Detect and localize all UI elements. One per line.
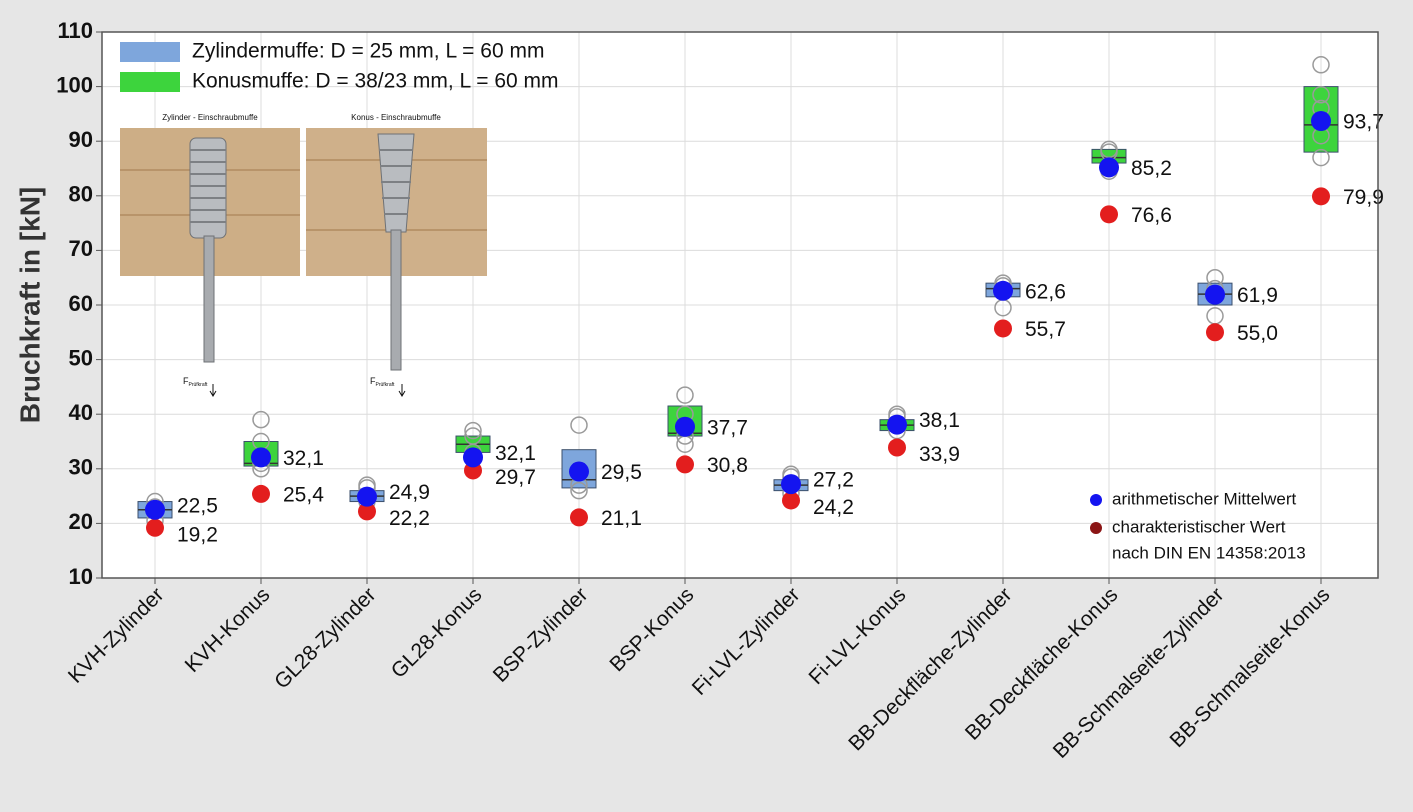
mean-label: 32,1 xyxy=(495,442,536,465)
characteristic-point xyxy=(888,439,906,457)
characteristic-label: 22,2 xyxy=(389,507,430,530)
mean-point xyxy=(1205,285,1225,305)
characteristic-point xyxy=(570,508,588,526)
y-tick-label: 20 xyxy=(69,509,93,534)
x-tick-label: BSP-Konus xyxy=(605,583,698,676)
y-tick-label: 70 xyxy=(69,236,93,261)
legend-label: nach DIN EN 14358:2013 xyxy=(1112,543,1306,562)
legend-label: Konusmuffe: D = 38/23 mm, L = 60 mm xyxy=(192,70,559,93)
y-tick-label: 90 xyxy=(69,127,93,152)
mean-label: 32,1 xyxy=(283,447,324,470)
mean-label: 22,5 xyxy=(177,494,218,517)
mean-point xyxy=(781,474,801,494)
mean-point xyxy=(675,417,695,437)
y-tick-label: 50 xyxy=(69,345,93,370)
y-tick-label: 60 xyxy=(69,291,93,316)
y-tick-label: 100 xyxy=(56,72,93,97)
legend-marker xyxy=(1090,522,1102,534)
mean-label: 62,6 xyxy=(1025,280,1066,303)
characteristic-point xyxy=(252,485,270,503)
y-tick-label: 40 xyxy=(69,400,93,425)
characteristic-point xyxy=(994,319,1012,337)
characteristic-point xyxy=(782,491,800,509)
mean-point xyxy=(251,447,271,467)
characteristic-point xyxy=(146,519,164,537)
characteristic-label: 19,2 xyxy=(177,523,218,546)
y-tick-label: 10 xyxy=(69,564,93,589)
mean-point xyxy=(463,447,483,467)
legend-marker xyxy=(1090,494,1102,506)
characteristic-label: 33,9 xyxy=(919,443,960,466)
characteristic-point xyxy=(1206,323,1224,341)
x-tick-label: BB-Schmalseite-Zylinder xyxy=(1049,583,1229,763)
mean-point xyxy=(145,500,165,520)
characteristic-label: 55,0 xyxy=(1237,322,1278,345)
rod xyxy=(204,236,214,362)
legend-label: arithmetischer Mittelwert xyxy=(1112,489,1296,508)
legend-label: Zylindermuffe: D = 25 mm, L = 60 mm xyxy=(192,40,544,63)
mean-point xyxy=(1099,157,1119,177)
characteristic-point xyxy=(1100,205,1118,223)
characteristic-label: 21,1 xyxy=(601,507,642,530)
y-tick-label: 80 xyxy=(69,182,93,207)
characteristic-point xyxy=(676,455,694,473)
characteristic-label: 76,6 xyxy=(1131,204,1172,227)
y-tick-label: 110 xyxy=(58,18,94,43)
mean-point xyxy=(1311,111,1331,131)
legend-label: charakteristischer Wert xyxy=(1112,517,1286,536)
inset-caption: Zylinder - Einschraubmuffe xyxy=(162,113,258,122)
mean-point xyxy=(357,487,377,507)
x-tick-label: BSP-Zylinder xyxy=(489,583,593,687)
y-tick-label: 30 xyxy=(69,455,93,480)
x-tick-label: GL28-Konus xyxy=(387,583,487,683)
characteristic-point xyxy=(1312,187,1330,205)
characteristic-label: 24,2 xyxy=(813,496,854,519)
characteristic-label: 25,4 xyxy=(283,483,324,506)
legend-swatch xyxy=(120,42,180,62)
x-tick-label: Fi-LVL-Konus xyxy=(805,583,911,689)
force-subscript: Prüfkraft xyxy=(189,382,209,388)
characteristic-label: 30,8 xyxy=(707,454,748,477)
legend-swatch xyxy=(120,72,180,92)
mean-label: 29,5 xyxy=(601,461,642,484)
x-tick-label: KVH-Konus xyxy=(181,583,275,677)
mean-point xyxy=(569,462,589,482)
mean-point xyxy=(993,281,1013,301)
characteristic-label: 29,7 xyxy=(495,466,536,489)
mean-label: 27,2 xyxy=(813,469,854,492)
force-subscript: Prüfkraft xyxy=(376,382,396,388)
chart: Bruchkraft in [kN] 10 20 30 40 50 60 70 80 90 100… xyxy=(0,0,1413,812)
mean-label: 37,7 xyxy=(707,416,748,439)
x-tick-label: KVH-Zylinder xyxy=(64,583,169,688)
mean-label: 61,9 xyxy=(1237,284,1278,307)
x-tick-label: GL28-Zylinder xyxy=(270,583,380,693)
characteristic-label: 55,7 xyxy=(1025,318,1066,341)
mean-point xyxy=(887,415,907,435)
mean-label: 38,1 xyxy=(919,409,960,432)
y-axis-label: Bruchkraft in [kN] xyxy=(14,187,45,423)
rod xyxy=(391,230,401,370)
inset-caption: Konus - Einschraubmuffe xyxy=(351,113,441,122)
mean-label: 85,2 xyxy=(1131,157,1172,180)
mean-label: 24,9 xyxy=(389,481,430,504)
x-tick-label: Fi-LVL-Zylinder xyxy=(688,583,805,700)
